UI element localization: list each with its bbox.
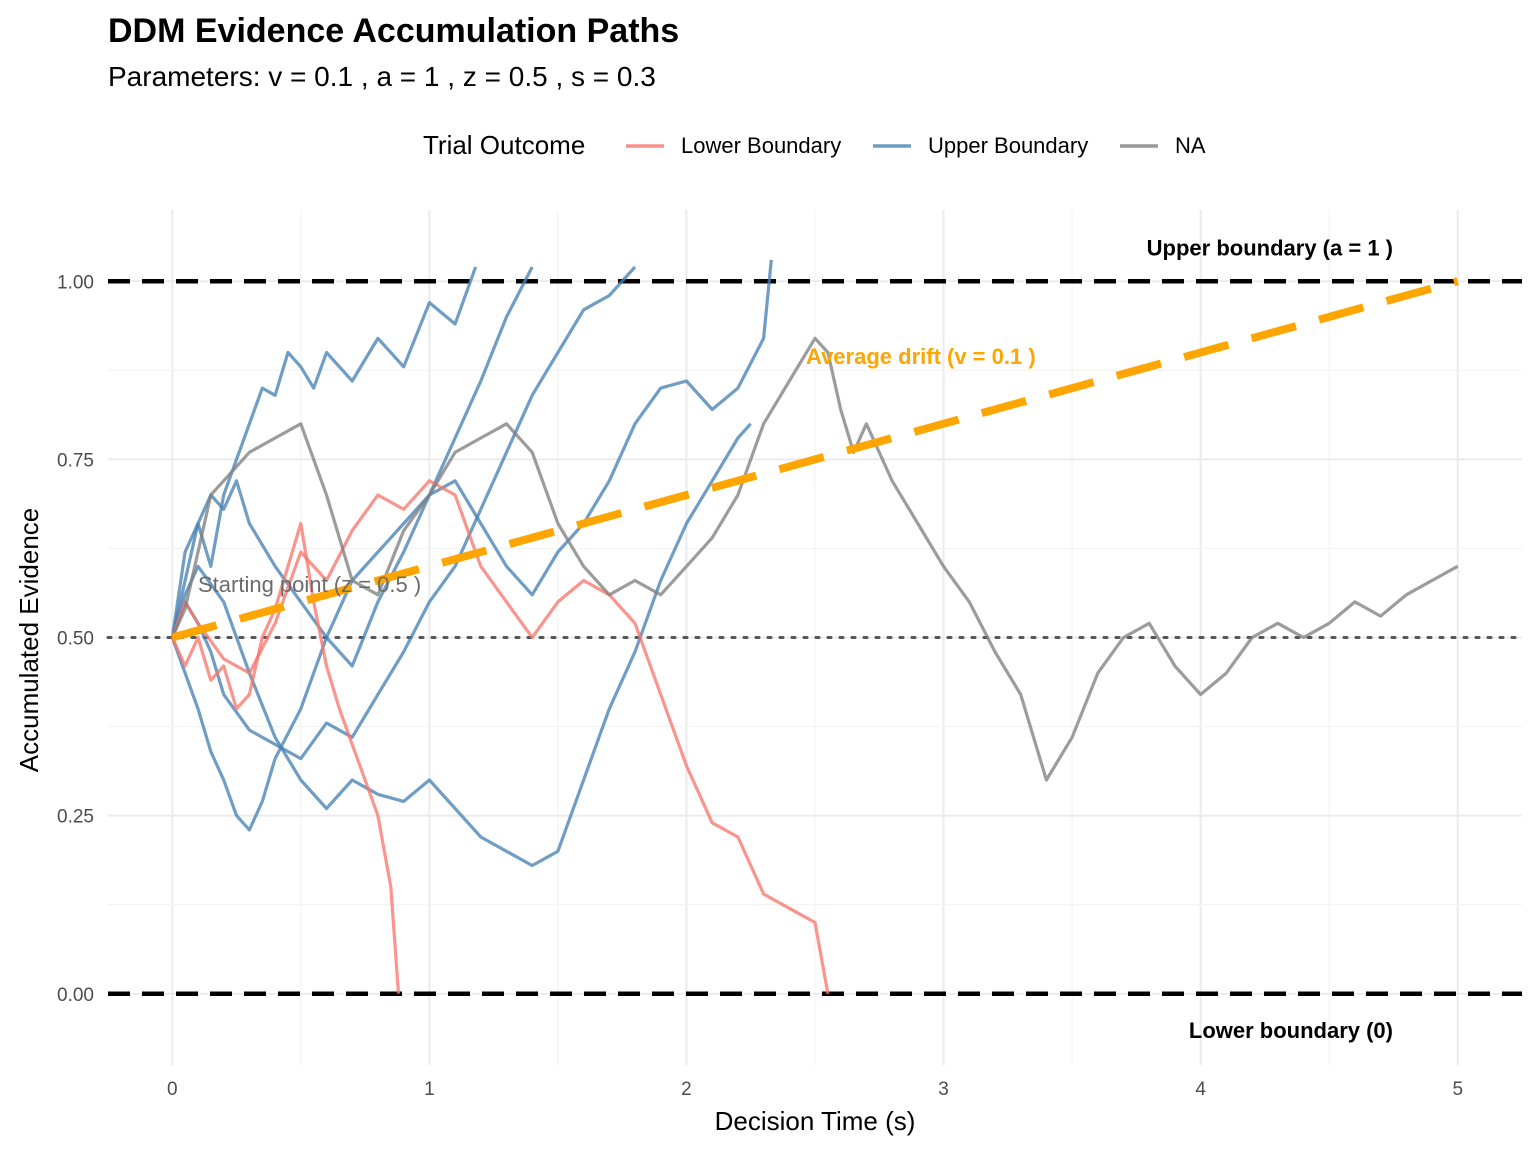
average-drift-line bbox=[171, 277, 1459, 642]
series-layer bbox=[170, 259, 1459, 995]
series-path-upper-boundary bbox=[170, 265, 637, 761]
series-path-lower-boundary bbox=[170, 521, 401, 994]
y-tick-label: 0.00 bbox=[57, 985, 94, 1006]
series-path-lower-boundary bbox=[170, 479, 830, 995]
lower-boundary-label: Lower boundary (0) bbox=[1189, 1018, 1393, 1043]
chart-subtitle: Parameters: v = 0.1 , a = 1 , z = 0.5 , … bbox=[108, 61, 656, 92]
y-axis-title: Accumulated Evidence bbox=[14, 508, 44, 772]
x-axis-ticks: 0 1 2 3 4 5 bbox=[167, 1079, 1463, 1100]
reference-lines bbox=[106, 279, 1524, 996]
x-tick-label: 0 bbox=[167, 1079, 178, 1100]
x-tick-label: 2 bbox=[681, 1079, 692, 1100]
chart-title: DDM Evidence Accumulation Paths bbox=[108, 12, 679, 50]
x-tick-label: 3 bbox=[938, 1079, 949, 1100]
x-axis-title: Decision Time (s) bbox=[715, 1106, 916, 1136]
y-tick-label: 1.00 bbox=[57, 272, 94, 293]
y-tick-label: 0.25 bbox=[57, 807, 94, 828]
legend: Trial Outcome Lower Boundary Upper Bounda… bbox=[423, 130, 1206, 160]
x-tick-label: 5 bbox=[1452, 1079, 1463, 1100]
average-drift-label: Average drift (v = 0.1 ) bbox=[806, 344, 1036, 369]
series-path-upper-boundary bbox=[170, 266, 478, 638]
x-tick-label: 4 bbox=[1195, 1079, 1206, 1100]
starting-point-label: Starting point (z = 0.5 ) bbox=[198, 572, 421, 597]
legend-label: Lower Boundary bbox=[681, 133, 841, 158]
y-tick-label: 0.75 bbox=[57, 450, 94, 471]
y-axis-ticks: 0.00 0.25 0.50 0.75 1.00 bbox=[57, 272, 94, 1006]
annotations: Upper boundary (a = 1 ) Lower boundary (0… bbox=[198, 235, 1393, 1043]
legend-title: Trial Outcome bbox=[423, 130, 585, 160]
legend-items: Lower Boundary Upper Boundary NA bbox=[626, 133, 1206, 158]
legend-label: NA bbox=[1175, 133, 1206, 158]
series-path-na bbox=[170, 336, 1459, 782]
upper-boundary-label: Upper boundary (a = 1 ) bbox=[1147, 235, 1393, 260]
drift-layer bbox=[171, 277, 1459, 642]
y-tick-label: 0.50 bbox=[57, 629, 94, 650]
legend-label: Upper Boundary bbox=[928, 133, 1088, 158]
x-tick-label: 1 bbox=[424, 1079, 435, 1100]
